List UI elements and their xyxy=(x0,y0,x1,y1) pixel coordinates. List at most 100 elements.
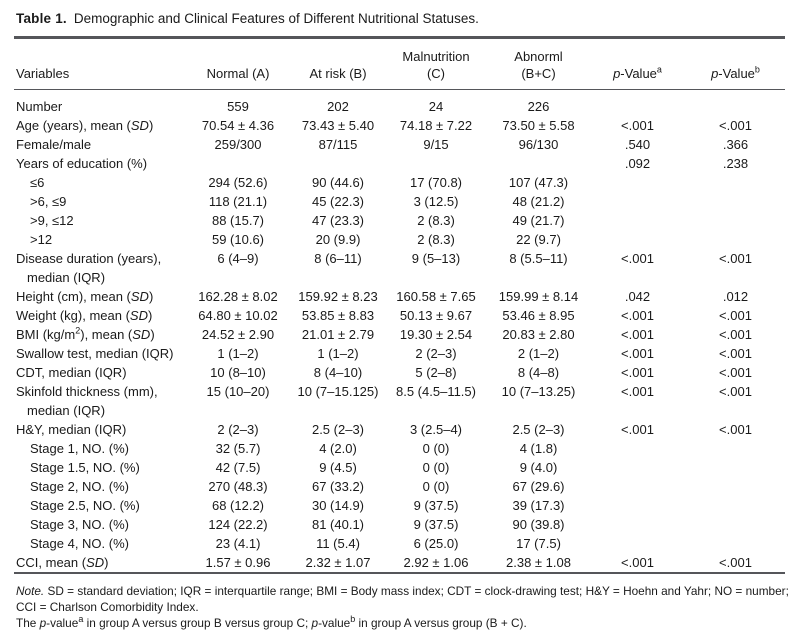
cell: 10 (7–15.125) xyxy=(297,383,379,399)
cell: <.001 xyxy=(621,326,654,342)
cell: 22 (9.7) xyxy=(516,231,561,247)
cell: 159.92 ± 8.23 xyxy=(298,288,378,304)
table-row: Disease duration (years), median (IQR) 6 (… xyxy=(14,249,785,287)
cell: 90 (39.8) xyxy=(512,516,565,532)
row-label: Stage 2, NO. (%) xyxy=(30,478,129,494)
row-label: Stage 1, NO. (%) xyxy=(30,440,129,456)
footnote-line: The p-valuea in group A versus group B v… xyxy=(16,614,527,630)
cell: 67 (33.2) xyxy=(311,478,365,494)
cell: <.001 xyxy=(719,326,752,342)
cell xyxy=(686,173,785,192)
table-row: Height (cm), mean (SD) 162.28 ± 8.02 159.9… xyxy=(14,287,785,306)
cell: <.001 xyxy=(719,117,752,133)
table-row: CCI, mean (SD) 1.57 ± 0.96 2.32 ± 1.07 2.92… xyxy=(14,553,785,572)
cell: 3 (12.5) xyxy=(413,193,459,209)
cell: 159.99 ± 8.14 xyxy=(498,288,579,304)
cell: 30 (14.9) xyxy=(311,497,365,513)
table-footnotes: Note. SD = standard deviation; IQR = int… xyxy=(14,583,791,631)
cell: 96/130 xyxy=(518,136,559,152)
cell: 2 (2–3) xyxy=(415,345,457,361)
row-label: Number xyxy=(16,98,63,114)
cell: 1 (1–2) xyxy=(317,345,359,361)
cell xyxy=(686,89,785,116)
table-body: Number 559 202 24 226 Age (years), mean (SD) 7… xyxy=(14,89,785,572)
cell: 270 (48.3) xyxy=(208,478,268,494)
cell: <.001 xyxy=(621,117,654,133)
cell: 53.85 ± 8.83 xyxy=(301,307,375,323)
cell: 5 (2–8) xyxy=(415,364,457,380)
cell: <.001 xyxy=(621,554,654,570)
row-label: Age (years), mean (SD) xyxy=(16,117,154,133)
cell: 1.57 ± 0.96 xyxy=(205,554,271,570)
cell: 559 xyxy=(227,98,249,114)
cell xyxy=(686,230,785,249)
cell: 0 (0) xyxy=(422,440,450,456)
cell: <.001 xyxy=(621,421,654,437)
row-label: Swallow test, median (IQR) xyxy=(16,345,174,361)
cell: <.001 xyxy=(621,364,654,380)
cell: 50.13 ± 9.67 xyxy=(399,307,473,323)
table-row: Number 559 202 24 226 xyxy=(14,89,785,116)
top-rule xyxy=(14,36,785,39)
row-label: Years of education (%) xyxy=(16,155,148,171)
cell: 42 (7.5) xyxy=(215,459,261,475)
cell: 9 (5–13) xyxy=(411,250,461,266)
table-row: CDT, median (IQR) 10 (8–10) 8 (4–10) 5 (2–8… xyxy=(14,363,785,382)
cell xyxy=(686,458,785,477)
cell xyxy=(589,496,686,515)
row-label: Skinfold thickness (mm), median (IQR) xyxy=(16,383,158,418)
cell: 124 (22.2) xyxy=(208,516,268,532)
cell: 2 (8.3) xyxy=(417,212,455,228)
row-label: Stage 4, NO. (%) xyxy=(30,535,129,551)
cell xyxy=(488,154,589,173)
cell: <.001 xyxy=(621,345,654,361)
cell: 8 (5.5–11) xyxy=(509,250,568,266)
cell: 9 (4.0) xyxy=(519,459,558,475)
table-row: Weight (kg), mean (SD) 64.80 ± 10.02 53.85… xyxy=(14,306,785,325)
table-row: Skinfold thickness (mm), median (IQR) 15 (… xyxy=(14,382,785,420)
cell xyxy=(686,477,785,496)
cell: 24.52 ± 2.90 xyxy=(201,326,275,342)
cell: 226 xyxy=(527,98,550,114)
cell xyxy=(589,211,686,230)
table-row: Female/male 259/300 87/115 9/15 96/130 .540 .3… xyxy=(14,135,785,154)
cell: .540 xyxy=(624,136,651,152)
row-label: CCI, mean (SD) xyxy=(16,554,109,570)
row-label: Stage 2.5, NO. (%) xyxy=(30,497,140,513)
cell: 39 (17.3) xyxy=(512,497,565,513)
column-header-2: At risk (B) xyxy=(292,38,384,90)
table-caption: Table 1. Demographic and Clinical Feature… xyxy=(14,6,785,36)
cell: 2 (1–2) xyxy=(517,345,560,361)
cell: .366 xyxy=(722,136,749,152)
cell xyxy=(589,173,686,192)
cell: 64.80 ± 10.02 xyxy=(198,307,278,323)
cell: 4 (2.0) xyxy=(319,440,357,456)
cell: 8.5 (4.5–11.5) xyxy=(396,383,476,399)
cell: 88 (15.7) xyxy=(211,212,265,228)
cell: 67 (29.6) xyxy=(512,478,565,494)
table-row: Swallow test, median (IQR) 1 (1–2) 1 (1–2)… xyxy=(14,344,785,363)
row-label: Disease duration (years), median (IQR) xyxy=(16,250,162,285)
table-row: Stage 2, NO. (%) 270 (48.3) 67 (33.2) 0 (0)… xyxy=(14,477,785,496)
cell: 160.58 ± 7.65 xyxy=(396,288,476,304)
cell: 73.50 ± 5.58 xyxy=(502,117,575,133)
cell: 8 (4–10) xyxy=(313,364,363,380)
row-label: Stage 1.5, NO. (%) xyxy=(30,459,140,475)
cell: 47 (23.3) xyxy=(311,212,365,228)
cell: 2.5 (2–3) xyxy=(512,421,565,437)
cell xyxy=(686,534,785,553)
row-label: >9, ≤12 xyxy=(30,212,74,228)
cell: .092 xyxy=(624,155,651,171)
cell: 11 (5.4) xyxy=(316,535,360,551)
cell: 0 (0) xyxy=(422,459,450,475)
table-row: BMI (kg/m2), mean (SD) 24.52 ± 2.90 21.01 … xyxy=(14,325,785,344)
cell: <.001 xyxy=(719,554,752,570)
cell: 259/300 xyxy=(214,136,262,152)
header-row: Variables Normal (A) At risk (B) Malnutriti… xyxy=(14,38,785,90)
cell xyxy=(589,515,686,534)
cell: 10 (7–13.25) xyxy=(501,383,576,399)
row-label: ≤6 xyxy=(30,174,45,190)
cell: 17 (70.8) xyxy=(409,174,463,190)
cell xyxy=(589,458,686,477)
footnote-line: Note. SD = standard deviation; IQR = int… xyxy=(16,584,789,614)
